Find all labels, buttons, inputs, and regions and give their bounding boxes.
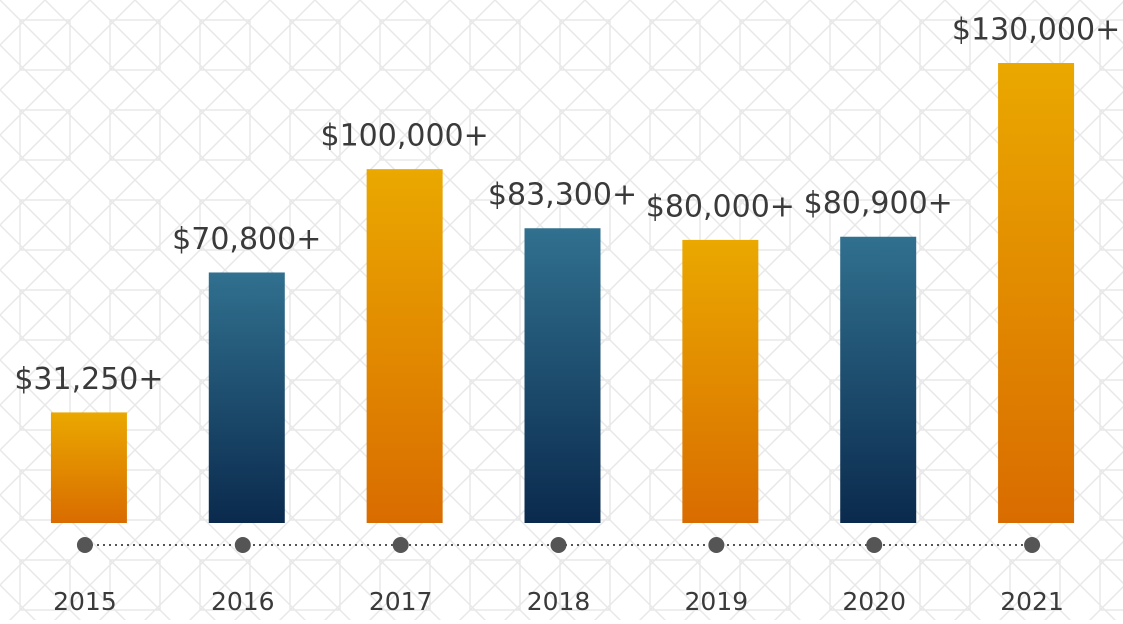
bar xyxy=(366,169,443,523)
value-label: $100,000+ xyxy=(321,119,489,154)
x-tick-label: 2015 xyxy=(53,587,117,616)
value-label: $130,000+ xyxy=(952,13,1120,48)
bar xyxy=(50,412,127,523)
x-tick-label: 2019 xyxy=(685,587,749,616)
bar xyxy=(208,272,285,523)
bar xyxy=(840,236,917,523)
value-label: $83,300+ xyxy=(488,178,637,213)
x-tick-label: 2017 xyxy=(369,587,433,616)
timeline-dot xyxy=(234,537,251,553)
bar xyxy=(998,63,1075,523)
timeline-dot xyxy=(550,537,567,553)
timeline-dot xyxy=(392,537,409,553)
x-tick-label: 2018 xyxy=(527,587,591,616)
value-label: $80,000+ xyxy=(646,189,795,224)
timeline-dot xyxy=(1024,537,1041,553)
value-label: $80,900+ xyxy=(804,186,953,221)
x-tick-label: 2020 xyxy=(842,587,906,616)
timeline-dot xyxy=(76,537,93,553)
bar xyxy=(524,228,601,523)
x-tick-label: 2016 xyxy=(211,587,275,616)
x-tick-label: 2021 xyxy=(1000,587,1064,616)
timeline-dot xyxy=(708,537,725,553)
value-label: $31,250+ xyxy=(14,362,163,397)
value-label: $70,800+ xyxy=(172,222,321,257)
bar xyxy=(682,239,759,523)
timeline-dot xyxy=(866,537,883,553)
